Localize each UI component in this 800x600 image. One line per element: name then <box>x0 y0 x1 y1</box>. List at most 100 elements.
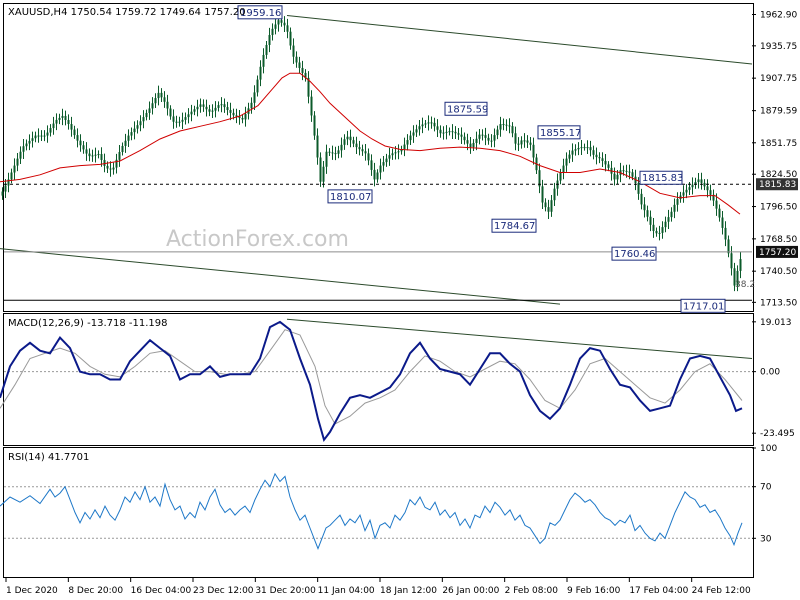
price-candle <box>256 79 259 93</box>
price-candle <box>415 129 418 133</box>
price-candle <box>118 152 121 160</box>
price-candle <box>328 151 331 153</box>
price-candle <box>715 200 718 209</box>
price-candle <box>136 125 139 129</box>
price-candle <box>379 165 382 173</box>
price-candle <box>94 154 97 156</box>
price-candle <box>148 108 151 113</box>
price-candle <box>193 109 196 112</box>
price-candle <box>337 150 340 154</box>
price-candle <box>85 149 88 154</box>
price-candle <box>7 179 10 186</box>
price-candle <box>325 151 328 167</box>
x-axis-tick-label: 8 Dec 20:00 <box>68 586 123 596</box>
price-candle <box>511 126 514 134</box>
price-candle <box>160 92 163 98</box>
price-axis-tick-label: 1740.50 <box>760 267 797 277</box>
price-candle <box>355 143 358 148</box>
price-candle <box>88 153 91 157</box>
price-candle <box>733 268 736 286</box>
price-candle <box>349 136 352 141</box>
rsi-panel-title: RSI(14) 41.7701 <box>8 452 89 463</box>
price-axis-tick-label: 1824.50 <box>760 170 797 180</box>
macd-line <box>0 320 743 442</box>
price-candle <box>541 186 544 203</box>
price-candle <box>346 136 349 140</box>
price-candle <box>397 151 400 153</box>
price-candle <box>46 132 49 136</box>
price-candle <box>712 194 715 201</box>
price-candle <box>13 165 16 173</box>
price-candle <box>694 182 697 185</box>
price-candle <box>304 72 307 78</box>
price-layer <box>0 12 753 305</box>
price-candle <box>442 132 445 134</box>
price-candle <box>52 123 55 129</box>
price-candle <box>202 104 205 107</box>
price-candle <box>682 192 685 196</box>
price-candle <box>331 152 334 154</box>
price-annotation-box <box>639 170 683 185</box>
price-annotation-label: 1810.07 <box>330 192 371 203</box>
price-candle <box>553 188 556 201</box>
price-candle <box>307 77 310 97</box>
price-candle <box>430 122 433 124</box>
fib-level-label: 38.2 <box>735 280 755 290</box>
price-candle <box>643 204 646 211</box>
price-candle <box>190 111 193 115</box>
price-candle <box>481 134 484 136</box>
price-candle <box>583 147 586 149</box>
price-candle <box>241 118 244 120</box>
rsi-line <box>0 472 743 550</box>
price-candle <box>166 101 169 109</box>
price-candle <box>49 128 52 133</box>
price-candle <box>670 211 673 218</box>
price-candle <box>169 108 172 117</box>
price-candle <box>472 142 475 148</box>
price-axis-tick-label: 1907.75 <box>760 74 797 84</box>
price-candle <box>376 172 379 180</box>
price-candle <box>406 140 409 145</box>
x-axis-tick-label: 1 Dec 2020 <box>6 586 58 596</box>
price-candle <box>310 96 313 116</box>
price-axis-tick-label: 1796.50 <box>760 203 797 213</box>
price-candle <box>208 109 211 112</box>
macd-axis-tick-label: 19.013 <box>760 318 792 328</box>
macd-axis-tick-label: 0.00 <box>760 368 780 378</box>
price-annotation-box <box>327 189 373 204</box>
price-candle <box>448 131 451 133</box>
price-candle <box>4 185 7 192</box>
price-candle <box>520 140 523 145</box>
price-candle <box>424 123 427 125</box>
price-candle <box>289 31 292 46</box>
price-candle <box>418 126 421 130</box>
price-candle <box>673 204 676 212</box>
price-candle <box>688 187 691 190</box>
rsi-axis-tick-label: 30 <box>760 534 772 544</box>
price-candle <box>382 162 385 166</box>
price-annotation-label: 1875.59 <box>447 104 488 115</box>
price-candle <box>31 138 34 141</box>
price-candle <box>697 179 700 183</box>
macd-panel-title: MACD(12,26,9) -13.718 -11.198 <box>8 318 168 329</box>
price-candle <box>340 144 343 151</box>
price-annotation-label: 1959.16 <box>240 8 281 19</box>
price-candle <box>196 106 199 110</box>
price-candle <box>106 165 109 169</box>
price-candle <box>250 102 253 109</box>
price-candle <box>499 124 502 130</box>
price-candle <box>580 147 583 149</box>
price-candle <box>244 113 247 120</box>
price-candle <box>163 97 166 102</box>
price-candle <box>421 124 424 127</box>
price-candle <box>64 115 67 120</box>
price-candle <box>109 168 112 170</box>
price-annotation-box <box>680 298 726 313</box>
price-candle <box>373 169 376 180</box>
price-candle <box>646 210 649 217</box>
price-panel-title: XAUUSD,H4 1750.54 1759.72 1749.64 1757.2… <box>8 7 246 18</box>
x-axis-tick-label: 26 Jan 00:00 <box>442 586 499 596</box>
price-candle <box>184 117 187 120</box>
price-candle <box>232 112 235 116</box>
price-candle <box>37 135 40 137</box>
